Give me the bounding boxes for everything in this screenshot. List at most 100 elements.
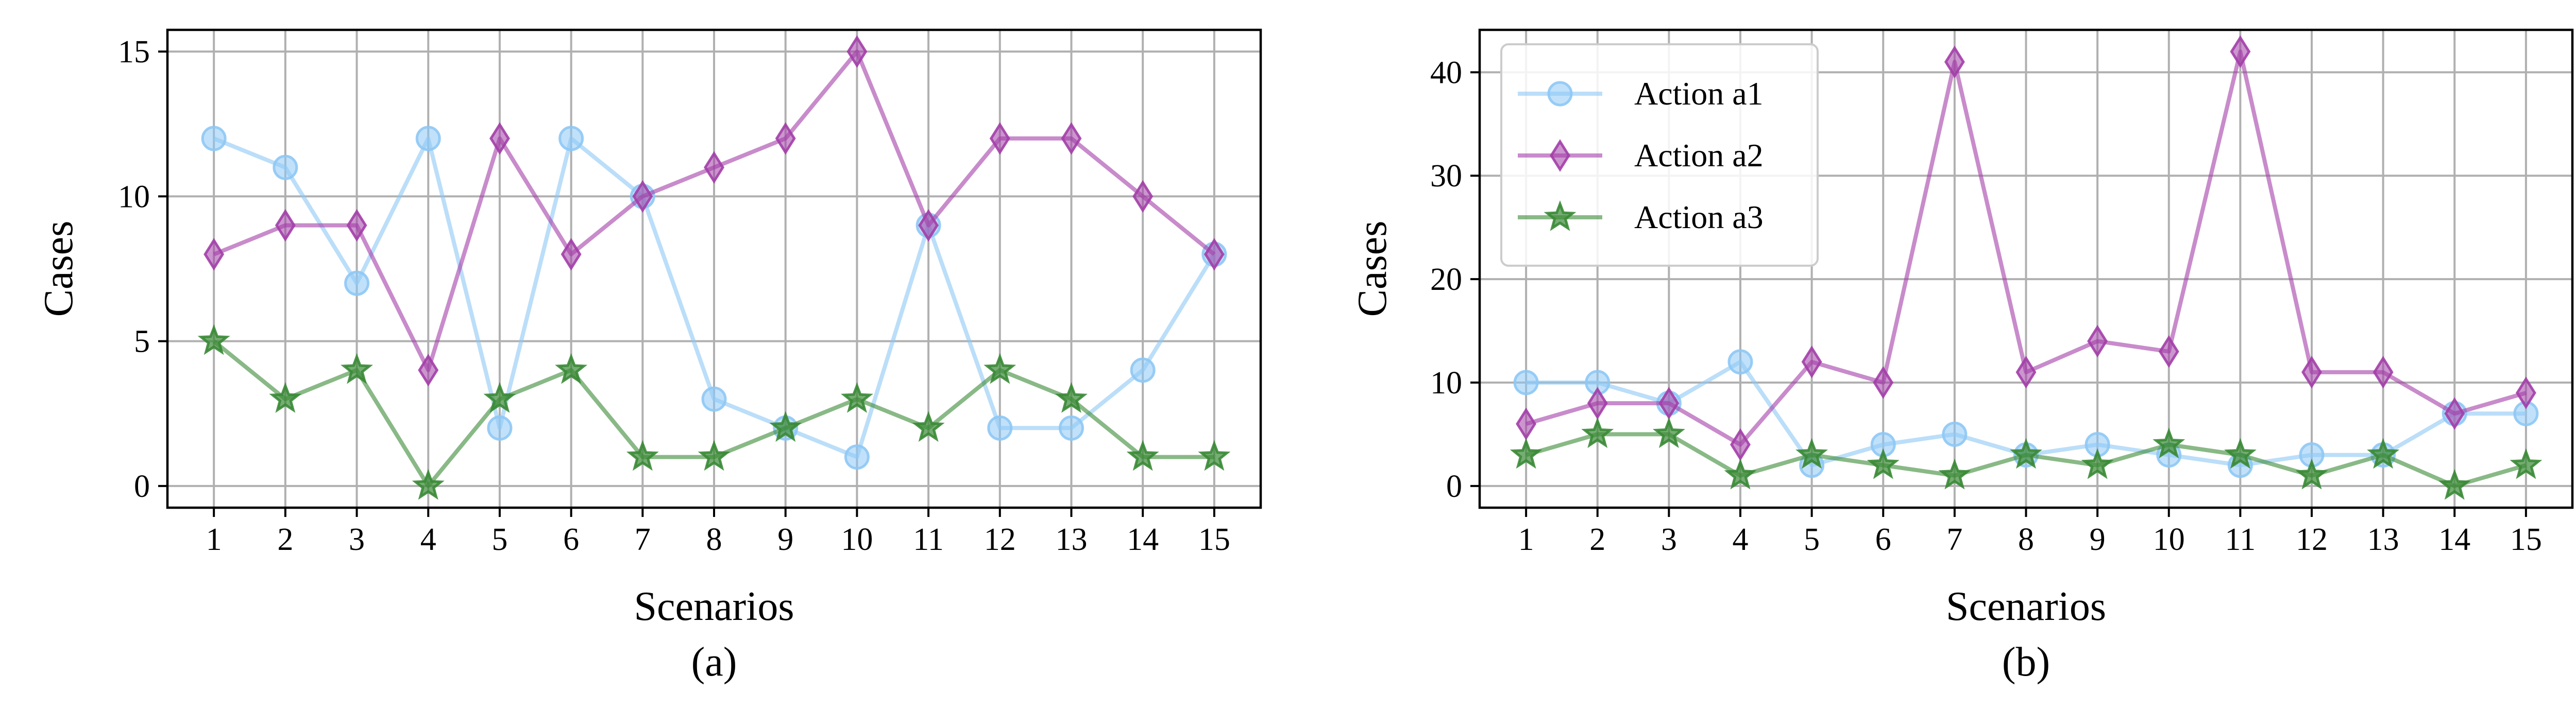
data-point <box>1795 438 1828 469</box>
series-2 <box>204 35 1225 387</box>
data-point <box>2230 35 2251 68</box>
x-tick-label: 1 <box>1518 522 1534 557</box>
data-point <box>483 382 516 413</box>
y-tick-label: 40 <box>1430 55 1462 90</box>
x-tick-label: 10 <box>841 522 873 557</box>
data-point <box>2515 376 2536 409</box>
data-point <box>1513 370 1539 395</box>
data-point <box>1727 349 1753 375</box>
y-tick-label: 10 <box>118 179 150 214</box>
panel-a: 1 2 3 4 5 6 7 8 9 10 11 12 13 14 15051015ScenariosCase… <box>36 28 1262 685</box>
y-tick-label: 0 <box>1446 469 1462 504</box>
data-point <box>1510 438 1543 469</box>
data-point <box>2372 356 2394 389</box>
data-point <box>2224 438 2257 469</box>
x-tick-label: 11 <box>913 522 944 557</box>
x-tick-label: 1 <box>206 522 222 557</box>
x-tick-label: 2 <box>1589 522 1605 557</box>
y-axis-label: Cases <box>36 221 81 317</box>
data-point <box>1126 440 1159 471</box>
data-point <box>841 382 873 413</box>
data-point <box>1652 417 1685 448</box>
data-point <box>1867 448 1900 479</box>
data-point <box>269 382 302 413</box>
data-point <box>346 209 367 242</box>
data-point <box>1058 415 1084 441</box>
x-tick-label: 6 <box>1875 522 1891 557</box>
x-tick-label: 4 <box>420 522 436 557</box>
data-point <box>704 151 724 184</box>
y-tick-label: 5 <box>134 324 150 359</box>
data-point <box>1061 122 1082 155</box>
series-3 <box>197 324 1231 500</box>
data-point <box>2438 469 2471 500</box>
x-tick-label: 9 <box>2090 522 2106 557</box>
x-tick-label: 14 <box>2438 522 2470 557</box>
data-point <box>1204 238 1225 271</box>
legend-label: Action a2 <box>1634 137 1764 174</box>
x-tick-label: 15 <box>1198 522 1230 557</box>
data-point <box>1130 357 1156 383</box>
x-tick-label: 8 <box>2018 522 2034 557</box>
data-point <box>1581 417 1614 448</box>
x-tick-label: 13 <box>1055 522 1087 557</box>
data-point <box>555 353 587 384</box>
legend-box <box>1500 43 1819 267</box>
x-tick-label: 12 <box>984 522 1016 557</box>
x-tick-label: 10 <box>2153 522 2185 557</box>
data-point <box>418 354 439 387</box>
data-point <box>1587 387 1608 420</box>
data-point <box>1198 440 1231 471</box>
series-2 <box>1516 35 2536 461</box>
data-point <box>415 126 441 151</box>
data-point <box>204 238 225 271</box>
legend-label: Action a3 <box>1634 199 1764 235</box>
data-point <box>2158 335 2179 368</box>
data-point <box>1516 407 1537 440</box>
data-point <box>558 126 584 151</box>
x-axis-label: Scenarios <box>634 584 794 629</box>
data-point <box>2015 356 2037 389</box>
panel-label: (b) <box>2002 639 2050 685</box>
data-point <box>412 469 445 500</box>
data-point <box>2010 438 2042 469</box>
data-point <box>489 122 510 155</box>
data-point <box>1801 345 1822 378</box>
data-point <box>1730 428 1751 461</box>
data-point <box>2295 458 2328 490</box>
x-tick-label: 11 <box>2225 522 2256 557</box>
data-point <box>918 209 939 242</box>
x-tick-label: 13 <box>2367 522 2399 557</box>
data-point <box>341 353 374 384</box>
x-tick-label: 3 <box>349 522 365 557</box>
x-tick-label: 2 <box>277 522 293 557</box>
data-point <box>989 122 1010 155</box>
data-point <box>2444 397 2465 430</box>
data-point <box>2087 324 2108 358</box>
data-point <box>701 386 727 412</box>
data-point <box>487 415 513 441</box>
y-axis-label: Cases <box>1350 221 1395 317</box>
legend-marker <box>1550 139 1570 172</box>
x-tick-label: 8 <box>706 522 722 557</box>
data-point <box>2301 356 2322 389</box>
data-point <box>201 126 227 151</box>
data-point <box>2153 427 2185 459</box>
data-point <box>2081 448 2114 479</box>
data-point <box>769 411 802 442</box>
legend-item: Action a3 <box>1518 199 1764 235</box>
x-tick-label: 12 <box>2296 522 2328 557</box>
x-tick-label: 15 <box>2510 522 2542 557</box>
y-tick-label: 15 <box>118 34 150 70</box>
data-point <box>2510 448 2543 479</box>
data-point <box>1942 421 1968 447</box>
data-point <box>275 209 296 242</box>
data-point <box>1724 458 1757 490</box>
x-tick-label: 6 <box>563 522 579 557</box>
legend-marker <box>1544 200 1577 231</box>
legend-item: Action a1 <box>1518 75 1764 112</box>
data-point <box>987 415 1013 441</box>
data-point <box>632 180 653 213</box>
x-tick-label: 9 <box>777 522 793 557</box>
legend: Action a1 Action a2 Action a3 <box>1500 43 1819 267</box>
